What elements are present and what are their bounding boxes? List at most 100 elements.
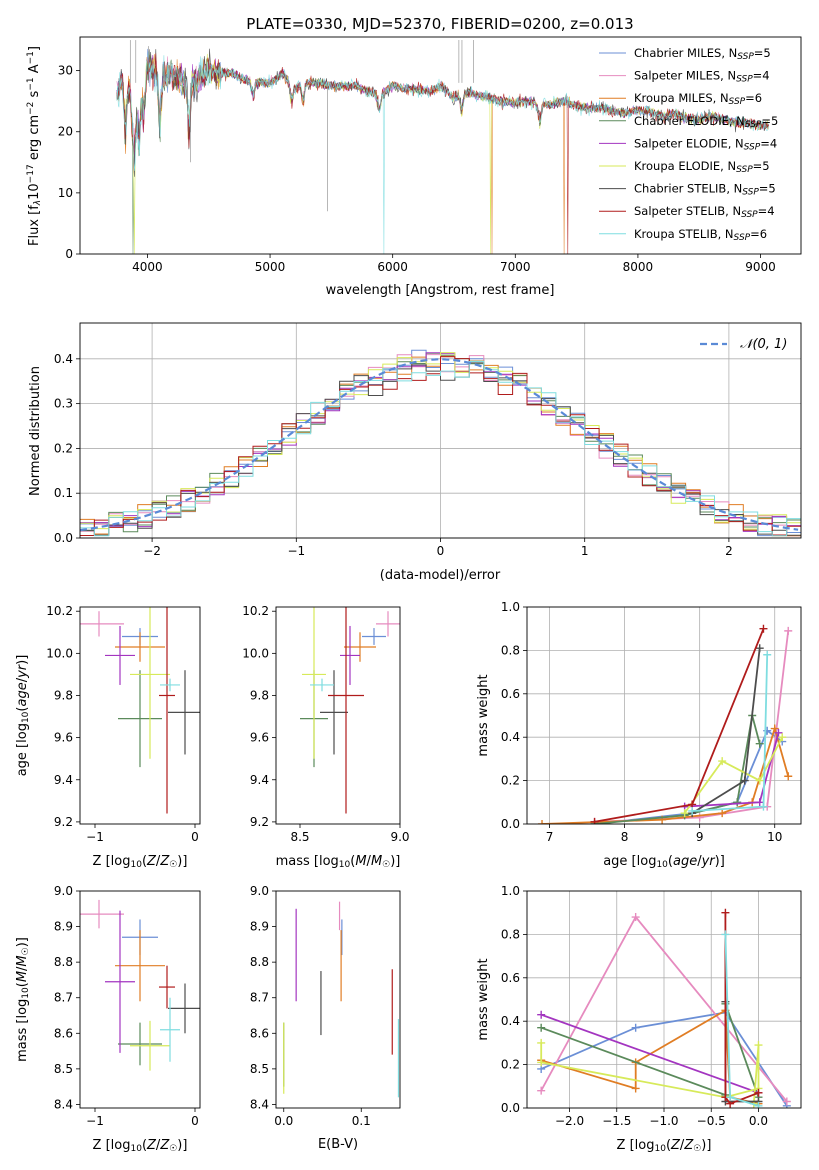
- label-part: −17: [26, 164, 36, 183]
- axes-age_vs_Z: −1 09.29.49.69.810.010.2Z [log10(Z/Z☉)]ag…: [15, 604, 201, 870]
- legend-entry: Kroupa STELIB, NSSP=6: [634, 227, 767, 243]
- label-part: M: [15, 971, 30, 982]
- weight-marker: [784, 772, 793, 781]
- label-part: SSP: [742, 188, 759, 198]
- y-tick-label: 0.6: [501, 971, 520, 985]
- errorbar-6: [168, 670, 200, 755]
- label-part: ]: [27, 46, 42, 51]
- y-tick-label: 0.2: [501, 1058, 520, 1072]
- label-part: Chabrier ELODIE, N: [634, 114, 745, 128]
- label-part: Flux [f: [27, 205, 42, 246]
- weight-marker: [778, 733, 787, 742]
- label-part: /: [156, 1138, 161, 1153]
- label-part: Kroupa STELIB, N: [634, 227, 734, 241]
- label-part: )]: [15, 937, 30, 947]
- x-tick-label: 7000: [500, 260, 531, 274]
- legend-entry: Chabrier STELIB, NSSP=5: [634, 182, 776, 198]
- label-part: =6: [745, 91, 762, 105]
- errorbar-6: [168, 983, 200, 1034]
- label-part: 10: [656, 860, 668, 870]
- label-part: 10: [130, 1144, 142, 1154]
- label-part: −1: [26, 77, 36, 90]
- errorbar-4: [105, 910, 135, 1053]
- y-axis-label: mass weight: [476, 958, 491, 1040]
- axes-residuals: −2 −1 0 1 2 0.0 0.1 0.2 0.3 0.4 𝒩(0, 1) (data-model…: [28, 322, 802, 583]
- legend-entry: Salpeter STELIB, NSSP=4: [634, 204, 775, 220]
- label-part: s: [27, 90, 42, 101]
- y-tick-label: 0.1: [54, 486, 73, 500]
- label-part: 10: [21, 711, 31, 723]
- y-tick-label: 1.0: [501, 884, 520, 898]
- x-tick-label: 0: [191, 1114, 199, 1128]
- weight-marker: [754, 1101, 763, 1108]
- axes-frame: [275, 606, 401, 825]
- label-part: SSP: [736, 75, 753, 85]
- label-part: age: [673, 854, 697, 869]
- weight-marker: [726, 1093, 735, 1102]
- label-part: )]: [15, 655, 30, 665]
- label-part: 10: [339, 860, 351, 870]
- label-part: Z: [159, 854, 170, 869]
- weight-marker: [759, 624, 768, 633]
- label-part: )]: [177, 1138, 187, 1153]
- y-tick-label: 10.0: [242, 646, 269, 660]
- label-part: Z [log: [93, 854, 131, 869]
- y-tick-label: 0.0: [54, 531, 73, 545]
- x-tick-label: 4000: [132, 260, 163, 274]
- x-tick-label: 9000: [745, 260, 776, 274]
- label-part: 10: [21, 987, 31, 999]
- y-tick-label: 1.0: [501, 600, 520, 614]
- x-axis-label: Z [log10(Z/Z☉)]: [93, 854, 188, 870]
- x-tick-label: 2: [725, 544, 733, 558]
- spectrum-series-7: [116, 53, 769, 254]
- label-part: SSP: [744, 143, 761, 153]
- x-axis-label: (data-model)/error: [380, 568, 501, 583]
- x-tick-label: −1.5: [602, 1114, 631, 1128]
- label-part: (: [350, 854, 355, 869]
- axes-frame: [79, 606, 201, 825]
- y-tick-label: 10.2: [46, 604, 73, 618]
- y-tick-label: 0.0: [501, 1101, 520, 1115]
- errorbar-0: [362, 628, 386, 645]
- label-part: ☉: [169, 1144, 177, 1154]
- label-part: 10: [27, 183, 42, 200]
- axes-frame: [79, 322, 802, 539]
- y-tick-label: 8.7: [250, 991, 269, 1005]
- label-part: M: [355, 854, 366, 869]
- y-tick-label: 8.8: [250, 955, 269, 969]
- plot-area: [80, 899, 200, 1071]
- errorbar-7: [328, 607, 364, 814]
- x-tick-label: 8.5: [290, 830, 309, 844]
- weight-marker: [782, 1097, 791, 1106]
- y-tick-label: 9.6: [250, 731, 269, 745]
- errorbar-5: [302, 607, 326, 759]
- weight-marker: [537, 1058, 546, 1067]
- label-part: Z: [670, 1138, 681, 1153]
- label-part: λ: [33, 200, 43, 206]
- y-tick-label: 8.5: [54, 1062, 73, 1076]
- label-part: (: [15, 982, 30, 987]
- label-part: (: [142, 854, 147, 869]
- label-part: M: [371, 854, 382, 869]
- weight-marker: [754, 1088, 763, 1097]
- y-tick-label: 0.4: [54, 352, 73, 366]
- x-axis-label: Z [log10(Z/Z☉)]: [93, 1138, 188, 1154]
- plot-area: [80, 349, 801, 537]
- label-part: =5: [759, 182, 776, 196]
- label-part: M: [15, 955, 30, 966]
- weight-marker: [770, 724, 779, 733]
- errorbar-8: [160, 997, 180, 1062]
- legend-entry: Salpeter ELODIE, NSSP=4: [634, 136, 777, 152]
- label-part: =4: [753, 69, 770, 83]
- y-tick-label: 9.2: [250, 815, 269, 829]
- label-part: =5: [754, 46, 771, 60]
- label-part: /: [156, 854, 161, 869]
- label-part: Salpeter MILES, N: [634, 69, 736, 83]
- weight-marker: [763, 650, 772, 659]
- label-part: mass [log: [276, 854, 339, 869]
- x-tick-label: 0.0: [274, 1114, 293, 1128]
- weight-marker: [631, 913, 640, 922]
- x-tick-label: 0: [191, 830, 199, 844]
- spectrum-series-8: [116, 51, 769, 254]
